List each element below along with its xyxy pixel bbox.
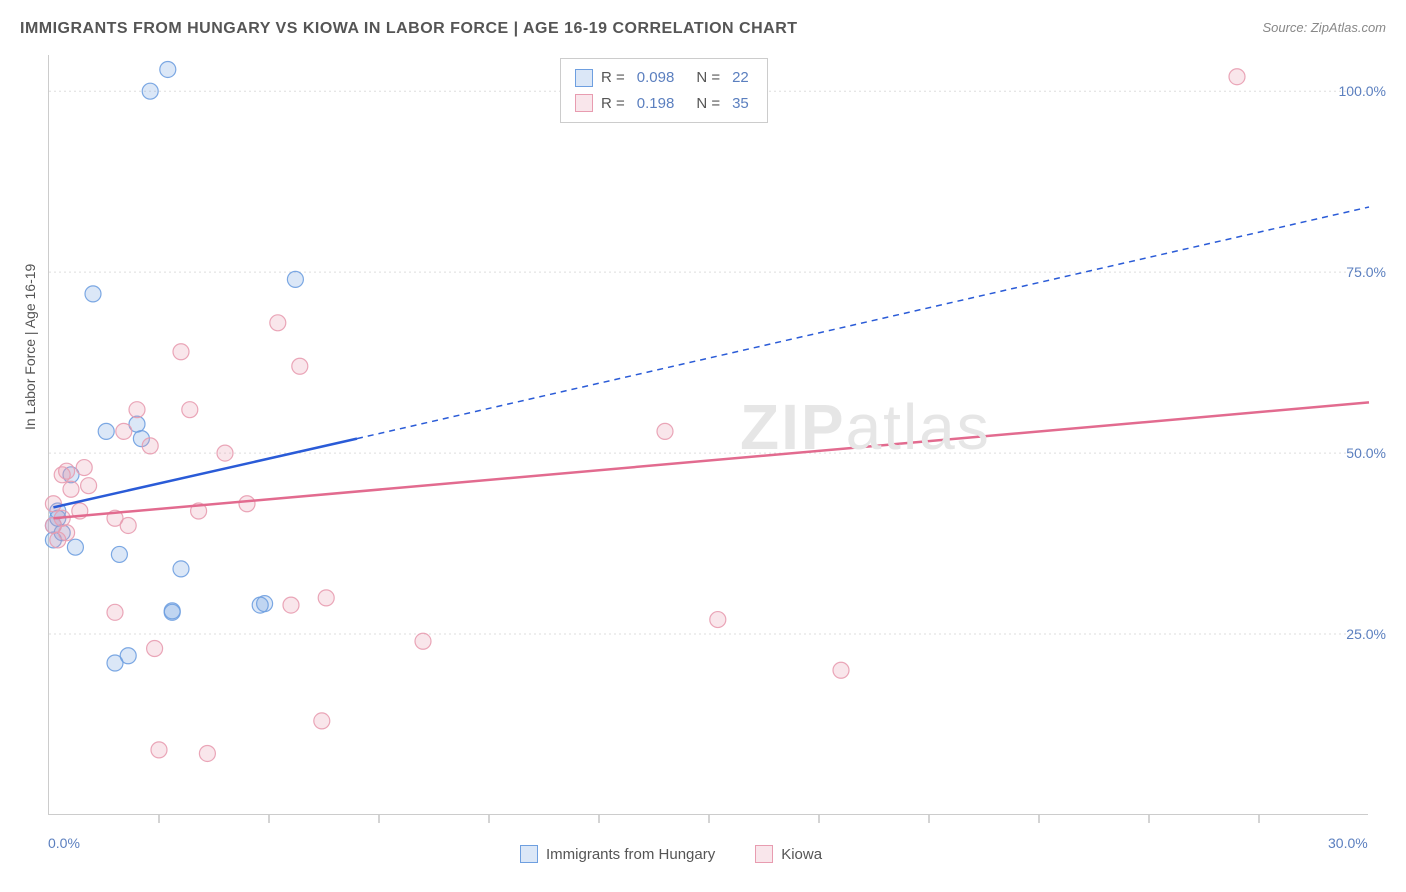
swatch-hungary: [575, 69, 593, 87]
swatch-kiowa: [575, 94, 593, 112]
y-tick-label: 50.0%: [1346, 445, 1386, 461]
x-tick-label: 30.0%: [1328, 835, 1368, 851]
series-legend: Immigrants from Hungary Kiowa: [520, 845, 822, 863]
r-value-hungary: 0.098: [633, 65, 679, 91]
watermark: ZIPatlas: [740, 390, 991, 464]
correlation-row-kiowa: R = 0.198 N = 35: [575, 91, 753, 117]
chart-svg: [49, 55, 1368, 814]
chart-title: IMMIGRANTS FROM HUNGARY VS KIOWA IN LABO…: [20, 20, 798, 38]
n-label: N =: [696, 91, 720, 117]
r-label: R =: [601, 65, 625, 91]
r-label: R =: [601, 91, 625, 117]
correlation-row-hungary: R = 0.098 N = 22: [575, 65, 753, 91]
y-tick-label: 100.0%: [1339, 83, 1386, 99]
n-value-kiowa: 35: [728, 91, 753, 117]
swatch-kiowa: [755, 845, 773, 863]
r-value-kiowa: 0.198: [633, 91, 679, 117]
plot-area: [48, 55, 1368, 815]
y-tick-label: 25.0%: [1346, 626, 1386, 642]
y-tick-label: 75.0%: [1346, 264, 1386, 280]
legend-item-kiowa: Kiowa: [755, 845, 822, 863]
n-value-hungary: 22: [728, 65, 753, 91]
swatch-hungary: [520, 845, 538, 863]
source-label: Source: ZipAtlas.com: [1262, 20, 1386, 35]
legend-item-hungary: Immigrants from Hungary: [520, 845, 715, 863]
legend-label-kiowa: Kiowa: [781, 846, 822, 863]
correlation-legend: R = 0.098 N = 22 R = 0.198 N = 35: [560, 58, 768, 123]
x-tick-label: 0.0%: [48, 835, 80, 851]
y-axis-label: In Labor Force | Age 16-19: [22, 264, 38, 430]
legend-label-hungary: Immigrants from Hungary: [546, 846, 715, 863]
n-label: N =: [696, 65, 720, 91]
